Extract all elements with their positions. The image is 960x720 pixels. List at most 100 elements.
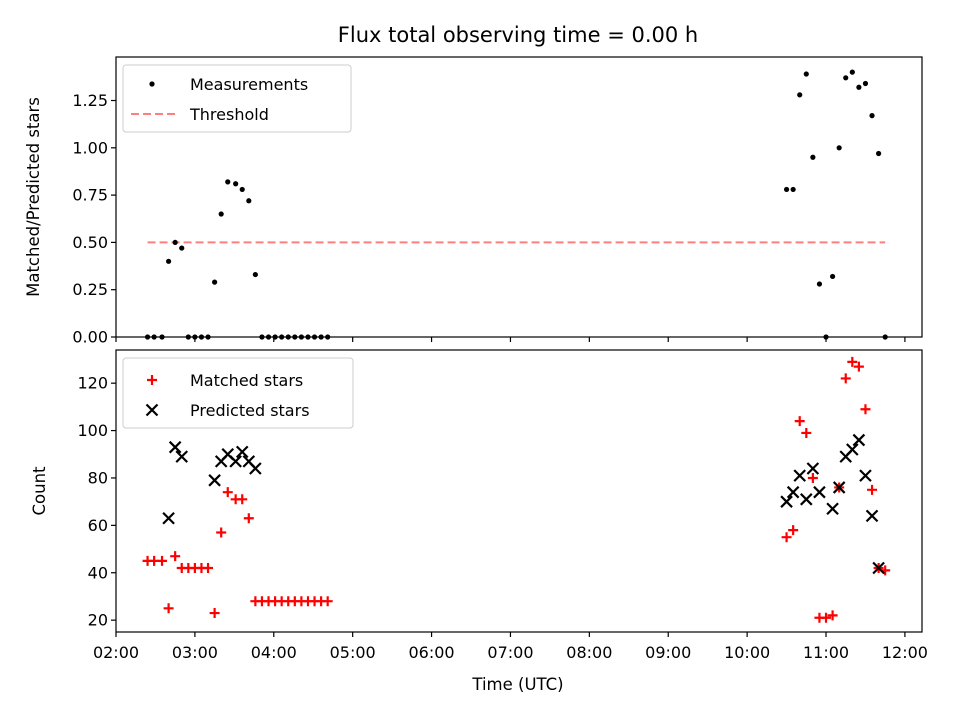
matched-star-point [216, 527, 227, 538]
matched-star-point [322, 596, 333, 607]
x-tick-label: 09:00 [645, 643, 691, 662]
predicted-star-point [780, 495, 793, 508]
matched-star-point [827, 610, 838, 621]
matched-star-point [209, 608, 220, 619]
legend-matched-label: Matched stars [190, 371, 303, 390]
matched-star-point [203, 563, 214, 574]
matched-star-point [788, 525, 799, 536]
y-tick-label: 0.00 [72, 328, 108, 347]
y-tick-label: 120 [77, 374, 108, 393]
predicted-star-point [175, 450, 189, 463]
matched-star-point [163, 603, 174, 614]
bottom-panel-frame [115, 349, 923, 633]
matched-star-point [847, 356, 858, 367]
y-tick-label: 40 [88, 563, 108, 582]
predicted-star-point [162, 511, 175, 525]
predicted-star-point [806, 462, 820, 475]
matched-star-point [157, 555, 168, 566]
top-panel-frame [115, 56, 923, 338]
predicted-star-point [793, 469, 806, 482]
x-tick-label: 02:00 [93, 643, 139, 662]
y-tick-label: 0.25 [72, 280, 108, 299]
bottom-legend: Matched stars Predicted stars [122, 357, 354, 429]
measurement-point [797, 92, 803, 98]
legend-box [122, 357, 354, 429]
matched-star-point [170, 551, 181, 562]
predicted-star-point [813, 485, 826, 499]
matched-star-point [821, 612, 832, 623]
measurement-point [843, 75, 849, 81]
legend-threshold-label: Threshold [189, 105, 269, 124]
measurement-point [869, 113, 875, 119]
top-legend: Measurements Threshold [122, 64, 352, 133]
y-tick-label: 0.75 [72, 186, 108, 205]
measurement-point [849, 69, 855, 75]
measurement-point [233, 181, 239, 187]
y-tick-label: 80 [88, 468, 108, 487]
measurement-point [790, 186, 796, 193]
matched-star-point [853, 361, 864, 372]
measurement-point [252, 271, 258, 278]
measurement-point [816, 281, 823, 287]
measurement-point [212, 279, 218, 285]
predicted-star-point [859, 469, 872, 482]
legend-box [122, 64, 352, 133]
y-tick-label: 1.25 [72, 91, 108, 110]
measurement-point [810, 154, 816, 160]
predicted-star-point [852, 433, 866, 447]
matched-star-point [807, 472, 818, 483]
predicted-star-point [168, 440, 182, 454]
legend-measurements-marker [149, 81, 155, 87]
predicted-star-point [208, 474, 221, 487]
y-tick-label: 60 [88, 516, 108, 535]
bottom-panel: 20 40 60 80 100 120 02:00 03:00 04:00 05:00 06:00 0… [30, 349, 928, 694]
x-tick-label: 08:00 [566, 643, 612, 662]
top-y-axis-label: Matched/Predicted stars [24, 97, 43, 297]
measurement-point [836, 145, 842, 151]
predicted-star-point [826, 502, 839, 516]
y-tick-label: 0.50 [72, 233, 108, 252]
matched-star-point [794, 416, 805, 427]
predicted-star-point [249, 462, 262, 475]
matched-star-point [860, 404, 871, 415]
x-tick-label: 04:00 [251, 643, 297, 662]
predicted-star-point [229, 455, 242, 468]
matched-star-point [801, 427, 812, 438]
measurement-point [225, 179, 231, 185]
y-tick-label: 1.00 [72, 138, 108, 157]
predicted-star-point [865, 509, 879, 523]
measurement-point [856, 84, 862, 90]
legend-measurements-label: Measurements [190, 75, 308, 94]
predicted-star-point [872, 561, 885, 575]
measurement-point [165, 258, 172, 264]
predicted-star-point [786, 485, 800, 499]
y-tick-label: 100 [77, 421, 108, 440]
x-axis-label: Time (UTC) [471, 675, 563, 694]
measurement-point [876, 150, 882, 157]
x-tick-label: 07:00 [487, 643, 533, 662]
predicted-star-point [235, 445, 249, 459]
matched-star-point [243, 513, 254, 524]
x-tick-label: 03:00 [172, 643, 218, 662]
predicted-star-point [800, 493, 813, 506]
predicted-star-point [846, 443, 859, 456]
matched-star-point [781, 532, 792, 543]
matched-star-point [237, 494, 248, 505]
x-tick-label: 10:00 [724, 643, 770, 662]
x-tick-label: 11:00 [803, 643, 849, 662]
measurement-point [179, 245, 185, 251]
measurement-point [803, 71, 809, 77]
measurement-point [239, 186, 245, 193]
x-tick-label: 06:00 [409, 643, 455, 662]
measurement-point [783, 186, 790, 193]
matched-star-point [867, 484, 878, 495]
matched-star-point [840, 373, 851, 384]
legend-predicted-label: Predicted stars [190, 401, 310, 420]
matched-star-point [222, 487, 233, 498]
x-tick-label: 12:00 [882, 643, 928, 662]
x-tick-label: 05:00 [330, 643, 376, 662]
legend-predicted-marker [145, 403, 159, 417]
measurement-point [246, 198, 252, 204]
top-panel: 0.00 0.25 0.50 0.75 1.00 1.25 Matched/Predict… [24, 56, 923, 347]
